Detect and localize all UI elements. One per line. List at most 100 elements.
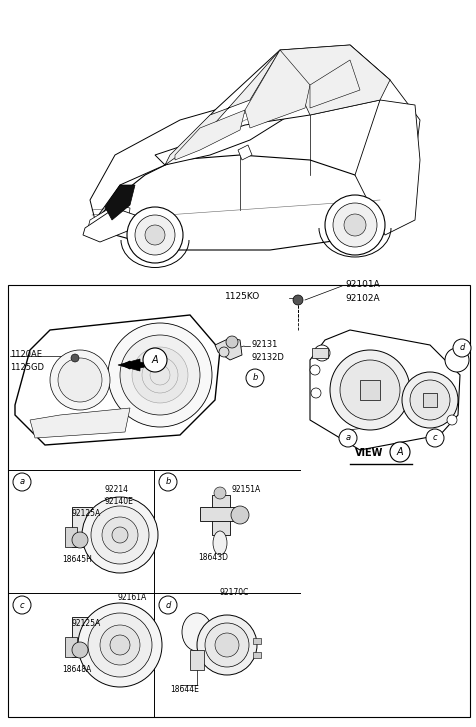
Circle shape xyxy=(127,207,183,263)
Circle shape xyxy=(135,215,175,255)
Text: 18644E: 18644E xyxy=(169,685,198,694)
Ellipse shape xyxy=(182,613,211,651)
Text: 1125GD: 1125GD xyxy=(10,363,44,372)
Text: 18648A: 18648A xyxy=(62,665,91,674)
Circle shape xyxy=(205,623,248,667)
Text: 92101A: 92101A xyxy=(344,280,379,289)
Polygon shape xyxy=(15,315,219,445)
Polygon shape xyxy=(90,155,379,250)
Text: 1120AE: 1120AE xyxy=(10,350,42,359)
Polygon shape xyxy=(88,205,130,235)
Circle shape xyxy=(50,350,110,410)
Polygon shape xyxy=(354,100,419,235)
Circle shape xyxy=(82,497,158,573)
Circle shape xyxy=(401,372,457,428)
Polygon shape xyxy=(83,208,135,242)
Circle shape xyxy=(78,603,162,687)
Circle shape xyxy=(100,625,140,665)
Bar xyxy=(65,527,77,547)
Circle shape xyxy=(313,345,329,361)
Circle shape xyxy=(444,348,468,372)
Text: A: A xyxy=(151,355,158,365)
Circle shape xyxy=(72,532,88,548)
Circle shape xyxy=(91,506,149,564)
Text: b: b xyxy=(165,478,170,486)
Circle shape xyxy=(324,195,384,255)
Circle shape xyxy=(332,203,376,247)
Circle shape xyxy=(145,225,165,245)
Polygon shape xyxy=(349,45,419,200)
Text: 92131: 92131 xyxy=(251,340,278,349)
Circle shape xyxy=(58,358,102,402)
Polygon shape xyxy=(215,338,241,360)
Circle shape xyxy=(71,354,79,362)
Circle shape xyxy=(446,415,456,425)
Circle shape xyxy=(110,635,130,655)
Circle shape xyxy=(226,336,238,348)
Text: c: c xyxy=(432,433,436,443)
Circle shape xyxy=(120,335,199,415)
Circle shape xyxy=(310,388,320,398)
Text: 18643D: 18643D xyxy=(198,553,228,562)
Text: 92140E: 92140E xyxy=(105,497,134,506)
Circle shape xyxy=(102,517,138,553)
Polygon shape xyxy=(165,50,279,165)
Text: a: a xyxy=(20,478,24,486)
Circle shape xyxy=(343,214,365,236)
Bar xyxy=(199,507,241,521)
Polygon shape xyxy=(279,45,389,115)
Circle shape xyxy=(142,357,178,393)
Text: 92151A: 92151A xyxy=(231,485,261,494)
Circle shape xyxy=(452,339,470,357)
Circle shape xyxy=(329,350,409,430)
Bar xyxy=(211,495,229,535)
Text: 1125KO: 1125KO xyxy=(225,292,260,301)
Text: 92102A: 92102A xyxy=(344,294,379,303)
Bar xyxy=(359,380,379,400)
Text: 92161A: 92161A xyxy=(118,593,147,602)
Circle shape xyxy=(159,596,177,614)
Bar xyxy=(311,348,327,358)
Circle shape xyxy=(72,642,88,658)
Text: 92214: 92214 xyxy=(105,485,129,494)
Bar xyxy=(422,393,436,407)
Circle shape xyxy=(246,369,263,387)
Polygon shape xyxy=(118,359,154,371)
Text: a: a xyxy=(345,433,350,443)
Text: 92170C: 92170C xyxy=(219,588,249,597)
Polygon shape xyxy=(238,145,251,160)
Circle shape xyxy=(309,365,319,375)
Polygon shape xyxy=(309,330,459,450)
Circle shape xyxy=(425,429,443,447)
Bar xyxy=(252,652,260,658)
Ellipse shape xyxy=(213,531,227,555)
Circle shape xyxy=(159,473,177,491)
Polygon shape xyxy=(90,100,289,220)
Text: d: d xyxy=(165,601,170,609)
Circle shape xyxy=(339,360,399,420)
Polygon shape xyxy=(175,110,245,160)
Text: 92125A: 92125A xyxy=(72,509,101,518)
Bar xyxy=(72,617,92,657)
Circle shape xyxy=(292,295,302,305)
Circle shape xyxy=(409,380,449,420)
Circle shape xyxy=(197,615,257,675)
Circle shape xyxy=(13,596,31,614)
Circle shape xyxy=(230,506,248,524)
Text: 92125A: 92125A xyxy=(72,619,101,628)
Text: VIEW: VIEW xyxy=(354,448,383,458)
Text: 92132D: 92132D xyxy=(251,353,284,362)
Circle shape xyxy=(112,527,128,543)
Circle shape xyxy=(338,429,356,447)
Text: c: c xyxy=(20,601,24,609)
Polygon shape xyxy=(105,185,135,220)
Text: d: d xyxy=(458,343,464,353)
Polygon shape xyxy=(30,408,130,438)
Circle shape xyxy=(132,347,188,403)
Polygon shape xyxy=(245,50,309,128)
Circle shape xyxy=(143,348,167,372)
Bar xyxy=(65,637,77,657)
Bar xyxy=(252,638,260,644)
Circle shape xyxy=(215,633,238,657)
Bar xyxy=(72,507,92,547)
